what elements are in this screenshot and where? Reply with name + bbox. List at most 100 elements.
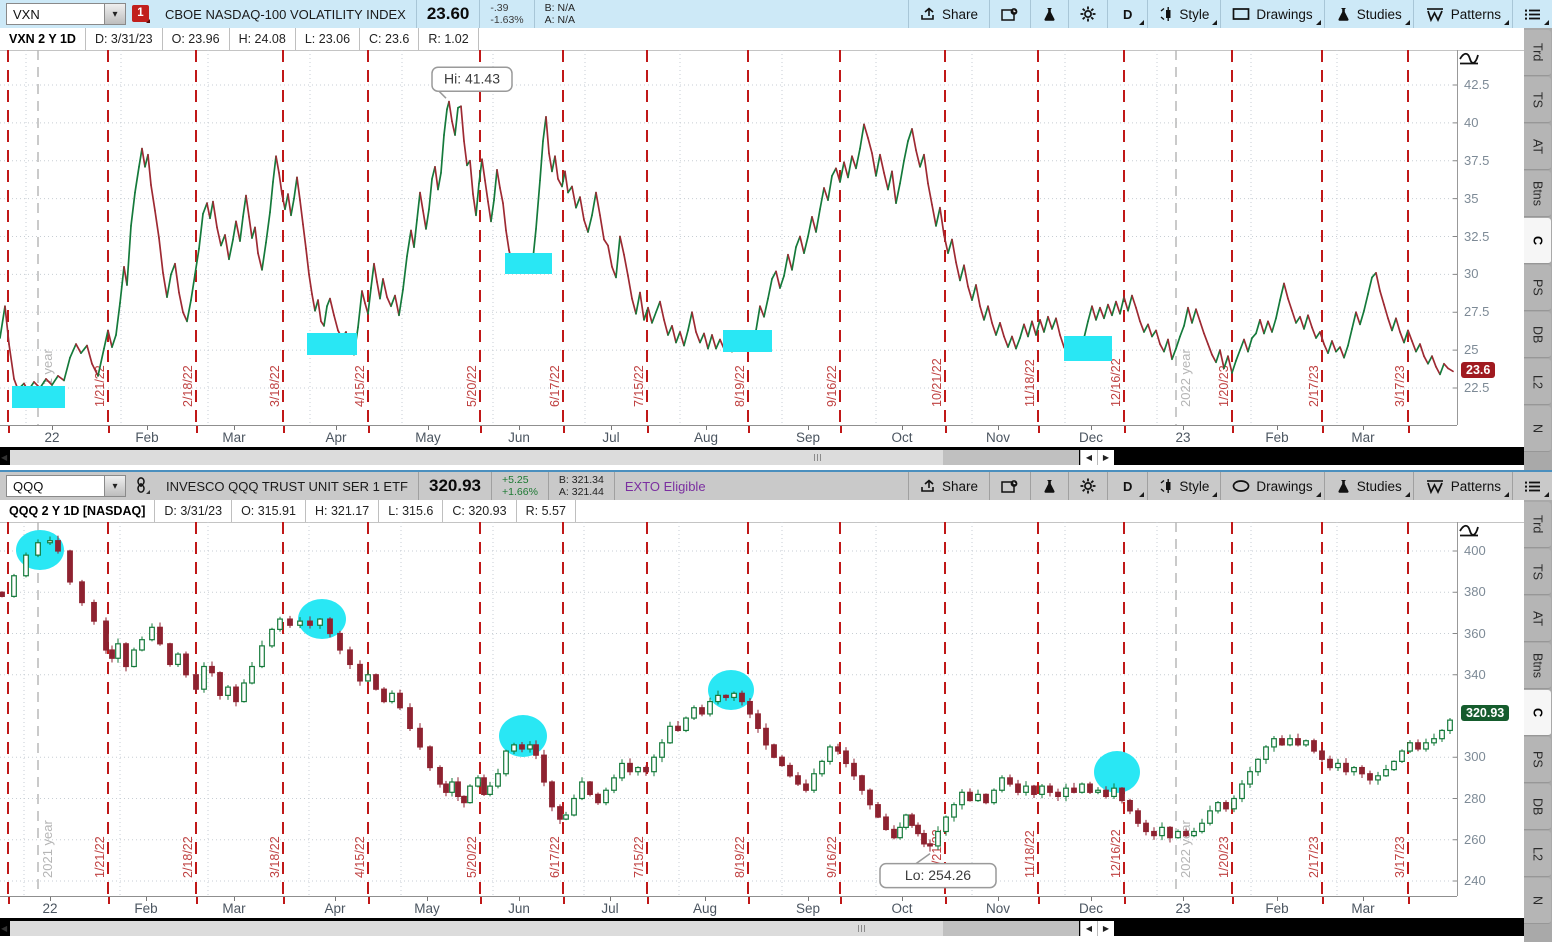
bid-value: B: N/A xyxy=(544,2,575,14)
side-tab-db[interactable]: DB xyxy=(1524,784,1551,830)
vxn-time-axis[interactable]: 22 Feb Mar Apr May Jun Jul Aug Sep Oct Nov Dec 23 Feb… xyxy=(0,425,1457,448)
scrollbar-thumb[interactable] xyxy=(943,921,1079,936)
chart-corner-icon[interactable] xyxy=(1458,522,1480,538)
event-tick xyxy=(647,426,649,433)
share-button[interactable]: Share xyxy=(907,472,989,500)
studies-button[interactable]: Studies xyxy=(1323,472,1413,500)
event-tick xyxy=(8,897,10,904)
drawings-button[interactable]: Drawings xyxy=(1220,0,1323,28)
scroll-forward-button[interactable]: ▶ xyxy=(1097,921,1114,936)
svg-text:5/20/22: 5/20/22 xyxy=(465,365,479,407)
analyze-button[interactable] xyxy=(1030,0,1068,28)
style-label: Style xyxy=(1179,478,1210,494)
change-percent: -1.63% xyxy=(490,14,524,26)
qqq-price-axis[interactable]: 400 380 360 340 300 280 260 240 320.93 xyxy=(1458,522,1524,896)
svg-text:12/16/22: 12/16/22 xyxy=(1109,358,1123,407)
patterns-button[interactable]: Patterns xyxy=(1412,472,1512,500)
link-button[interactable] xyxy=(132,476,150,494)
side-tab-c[interactable]: C xyxy=(1524,690,1551,736)
symbol-input[interactable]: QQQ ▾ xyxy=(6,475,126,497)
pattern-w-icon xyxy=(1426,479,1443,494)
event-tick xyxy=(108,426,110,433)
chart-menu-button[interactable] xyxy=(1512,472,1552,500)
chart-corner-icon[interactable] xyxy=(1458,50,1480,66)
side-tab-trd[interactable]: Trd xyxy=(1524,502,1551,548)
drawings-button[interactable]: Drawings xyxy=(1220,472,1323,500)
price-change: -.39 -1.63% xyxy=(479,0,533,28)
side-tab-l2[interactable]: L2 xyxy=(1524,831,1551,877)
rectangle-icon xyxy=(1233,8,1250,20)
svg-text:4/15/22: 4/15/22 xyxy=(353,836,367,878)
scroll-left-arrow[interactable]: ◀ xyxy=(1,924,8,933)
event-tick xyxy=(840,426,842,433)
timeframe-button[interactable]: D xyxy=(1107,472,1147,500)
scroll-forward-button[interactable]: ▶ xyxy=(1097,450,1114,465)
scrollbar-grip[interactable] xyxy=(814,454,822,461)
svg-text:2/18/22: 2/18/22 xyxy=(181,836,195,878)
highlight-box xyxy=(505,253,552,274)
drawings-label: Drawings xyxy=(1256,478,1313,494)
bid-ask: B: N/A A: N/A xyxy=(533,0,585,28)
symbol-value[interactable]: QQQ xyxy=(13,478,44,494)
settings-button[interactable] xyxy=(1068,0,1107,28)
event-tick xyxy=(1124,426,1126,433)
chart-menu-button[interactable] xyxy=(1512,0,1552,28)
side-tab-btns[interactable]: Btns xyxy=(1524,643,1551,689)
scroll-back-button[interactable]: ◀ xyxy=(1080,450,1097,465)
link-icon xyxy=(137,477,145,493)
highlight-box xyxy=(307,333,357,355)
vxn-scrollbar[interactable]: ◀ ◀ ▶ xyxy=(0,450,1524,465)
side-tab-n[interactable]: N xyxy=(1524,878,1551,924)
side-tab-at[interactable]: AT xyxy=(1524,124,1551,170)
month-tick xyxy=(147,426,148,430)
analyze-button[interactable] xyxy=(1030,472,1068,500)
side-tab-trd[interactable]: Trd xyxy=(1524,30,1551,76)
alerts-window-button[interactable] xyxy=(989,472,1030,500)
scrollbar-grip[interactable] xyxy=(858,925,866,932)
price-tick-label: 260 xyxy=(1464,831,1486,847)
side-tab-ts[interactable]: TS xyxy=(1524,77,1551,123)
svg-text:1/21/22: 1/21/22 xyxy=(93,365,107,407)
flask-icon xyxy=(1338,7,1349,21)
price-tick-label: 35 xyxy=(1464,190,1479,206)
vxn-price-axis[interactable]: 42.5 40 37.5 35 32.5 30 27.5 25 22.5 23.6 xyxy=(1458,50,1524,425)
symbol-value[interactable]: VXN xyxy=(13,6,40,22)
side-tab-ps[interactable]: PS xyxy=(1524,737,1551,783)
scrollbar-track[interactable] xyxy=(10,921,943,936)
symbol-input[interactable]: VXN ▾ xyxy=(6,3,126,25)
scroll-left-arrow[interactable]: ◀ xyxy=(1,453,8,462)
side-tab-ps[interactable]: PS xyxy=(1524,265,1551,311)
side-tab-btns[interactable]: Btns xyxy=(1524,171,1551,217)
qqq-scrollbar[interactable]: ◀ ◀ ▶ xyxy=(0,921,1524,936)
studies-label: Studies xyxy=(1356,478,1402,494)
scroll-back-button[interactable]: ◀ xyxy=(1080,921,1097,936)
alerts-window-button[interactable] xyxy=(989,0,1030,28)
side-tab-at[interactable]: AT xyxy=(1524,596,1551,642)
timeframe-button[interactable]: D xyxy=(1107,0,1147,28)
studies-button[interactable]: Studies xyxy=(1323,0,1413,28)
month-label: Feb xyxy=(1265,430,1289,445)
scrollbar-thumb[interactable] xyxy=(943,450,1079,465)
side-tab-c[interactable]: C xyxy=(1524,218,1551,264)
qqq-plot[interactable]: 2021 year 2022 year 1/21/22 2/18/22 3/18/22 4… xyxy=(0,522,1524,896)
side-tab-l2[interactable]: L2 xyxy=(1524,359,1551,405)
alert-badge[interactable]: 1 xyxy=(132,5,150,23)
patterns-button[interactable]: Patterns xyxy=(1412,0,1512,28)
style-button[interactable]: Style xyxy=(1147,0,1220,28)
vxn-plot[interactable]: 2021 year 2022 year 1/21/22 2/18/22 3/18/22 4… xyxy=(0,50,1524,425)
ohlc-field: L: 315.6 xyxy=(379,500,444,522)
settings-button[interactable] xyxy=(1068,472,1107,500)
side-tab-ts[interactable]: TS xyxy=(1524,549,1551,595)
side-tab-db[interactable]: DB xyxy=(1524,312,1551,358)
scrollbar-track[interactable] xyxy=(10,450,943,465)
share-button[interactable]: Share xyxy=(907,0,989,28)
event-tick xyxy=(748,897,750,904)
style-button[interactable]: Style xyxy=(1147,472,1220,500)
month-tick xyxy=(808,897,809,901)
symbol-dropdown-button[interactable]: ▾ xyxy=(104,4,125,24)
chart-title: VXN 2 Y 1D xyxy=(0,28,86,50)
symbol-dropdown-button[interactable]: ▾ xyxy=(104,476,125,496)
side-tab-n[interactable]: N xyxy=(1524,406,1551,452)
qqq-time-axis[interactable]: 22 Feb Mar Apr May Jun Jul Aug Sep Oct Nov Dec 23 Feb… xyxy=(0,896,1457,919)
